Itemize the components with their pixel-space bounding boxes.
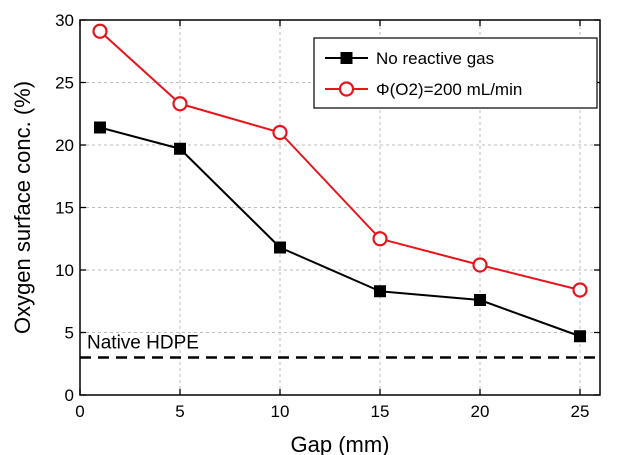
data-point — [92, 23, 108, 39]
x-tick-label: 15 — [371, 402, 390, 421]
data-point — [372, 231, 388, 247]
data-point — [474, 294, 486, 306]
data-point — [374, 285, 386, 298]
y-tick-label: 0 — [65, 386, 74, 405]
x-axis-title: Gap (mm) — [291, 432, 390, 455]
native-hdpe-label: Native HDPE — [87, 333, 199, 354]
data-point — [172, 96, 188, 112]
x-tick-label: 20 — [471, 402, 490, 421]
y-tick-label: 30 — [55, 11, 74, 30]
legend-label-no-reactive-gas: No reactive gas — [376, 49, 494, 68]
x-tick-label: 10 — [271, 402, 290, 421]
reference-line-group: Native HDPE — [80, 333, 600, 359]
series-group — [92, 23, 588, 343]
y-tick-label: 15 — [55, 199, 74, 218]
legend-label-o2: Φ(O2)=200 mL/min — [376, 80, 522, 99]
data-point — [472, 257, 488, 273]
legend-box — [313, 37, 598, 109]
series-line — [99, 30, 581, 291]
x-tick-label: 0 — [75, 402, 84, 421]
data-point — [174, 142, 186, 155]
y-tick-label: 25 — [55, 74, 74, 93]
series-line — [99, 126, 581, 338]
y-tick-label: 10 — [55, 261, 74, 280]
x-tick-label: 5 — [175, 402, 184, 421]
series-0 — [94, 121, 586, 343]
x-tick-label: 25 — [571, 402, 590, 421]
data-point — [274, 241, 286, 254]
data-point — [574, 330, 586, 343]
data-point — [94, 121, 106, 134]
data-point — [572, 282, 588, 298]
y-axis-title: Oxygen surface conc. (%) — [10, 81, 35, 334]
data-point — [272, 124, 288, 141]
axis-ticks: 0 5 10 15 20 25 0 5 10 15 20 25 30 — [55, 11, 600, 421]
legend-marker-o2 — [338, 81, 355, 97]
y-tick-label: 5 — [65, 324, 74, 343]
series-1 — [92, 23, 588, 298]
y-tick-label: 20 — [55, 136, 74, 155]
legend-marker-no-reactive-gas — [340, 52, 353, 64]
legend: No reactive gas Φ(O2)=200 mL/min — [313, 37, 598, 109]
